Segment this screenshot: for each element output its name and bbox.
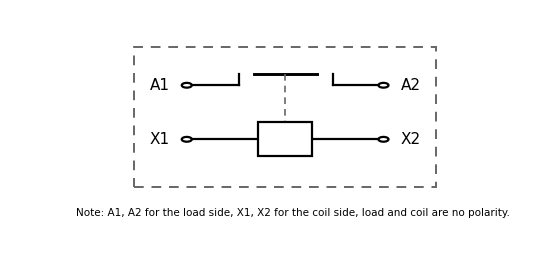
Bar [258,122,312,156]
Text: X1: X1 [150,132,170,147]
Bar [134,47,436,187]
Text: Note: A1, A2 for the load side, X1, X2 for the coil side, load and coil are no p: Note: A1, A2 for the load side, X1, X2 f… [76,208,510,218]
Text: X2: X2 [401,132,421,147]
Text: A1: A1 [150,78,170,93]
Text: A2: A2 [401,78,421,93]
